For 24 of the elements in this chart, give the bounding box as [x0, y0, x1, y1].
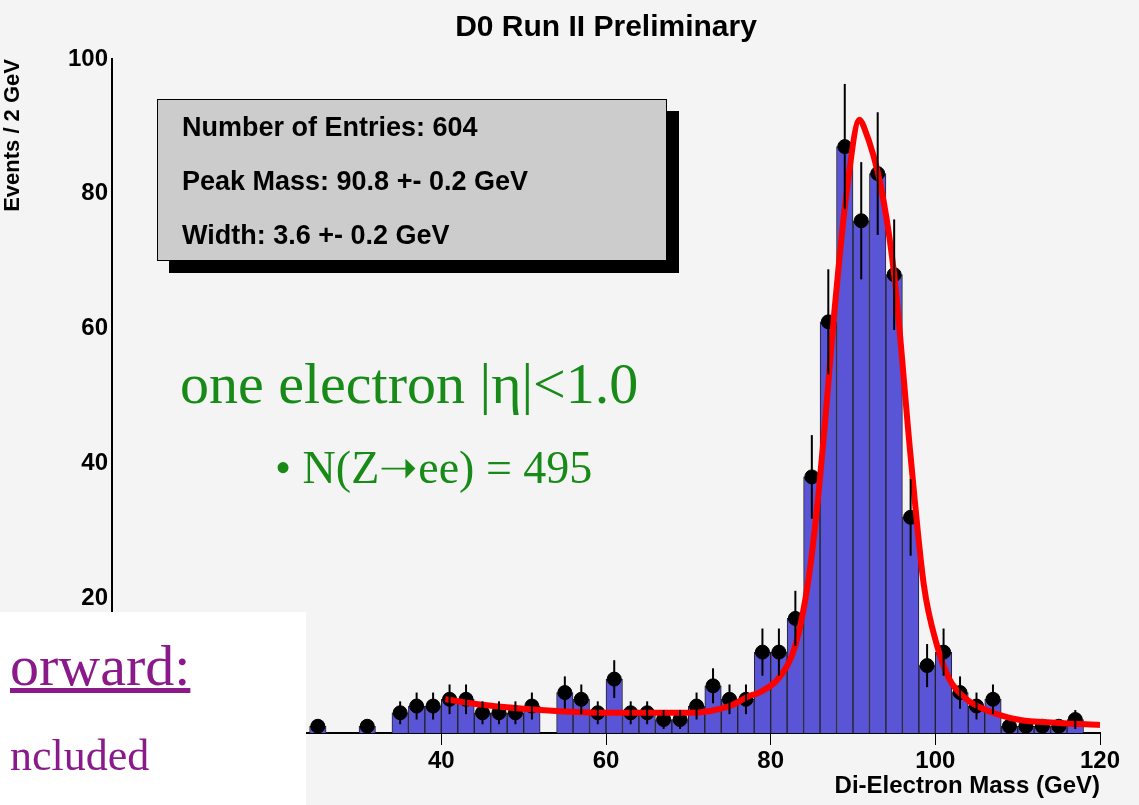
y-tick-label: 40	[81, 448, 108, 476]
annotation: ncluded	[10, 730, 150, 781]
annotation: one electron |η|<1.0	[180, 350, 639, 417]
x-tick-label: 40	[427, 746, 455, 774]
point	[310, 718, 326, 733]
annotation: • N(Z➝ee) = 495	[275, 441, 593, 494]
y-axis-title: Events / 2 GeV	[0, 58, 25, 212]
y-tick-label: 80	[81, 178, 108, 206]
point	[359, 718, 375, 733]
point	[1001, 718, 1017, 733]
chart-title: D0 Run II Preliminary	[455, 9, 758, 43]
x-tick-label: 100	[915, 746, 956, 774]
x-tick-label: 60	[592, 746, 620, 774]
annotation: Peak Mass: 90.8 +- 0.2 GeV	[182, 166, 528, 197]
y-tick-label: 60	[81, 313, 108, 341]
y-tick-label: 20	[81, 582, 108, 610]
y-tick-label: 100	[67, 43, 108, 71]
x-axis-title: Di-Electron Mass (GeV)	[834, 771, 1100, 799]
annotation: Number of Entries: 604	[182, 112, 478, 143]
annotation: Width: 3.6 +- 0.2 GeV	[182, 220, 450, 251]
slide-panel: orward: ncluded	[0, 612, 306, 805]
annotation: orward:	[10, 632, 191, 699]
x-tick-label: 120	[1079, 746, 1121, 774]
x-tick-label: 80	[757, 746, 785, 774]
